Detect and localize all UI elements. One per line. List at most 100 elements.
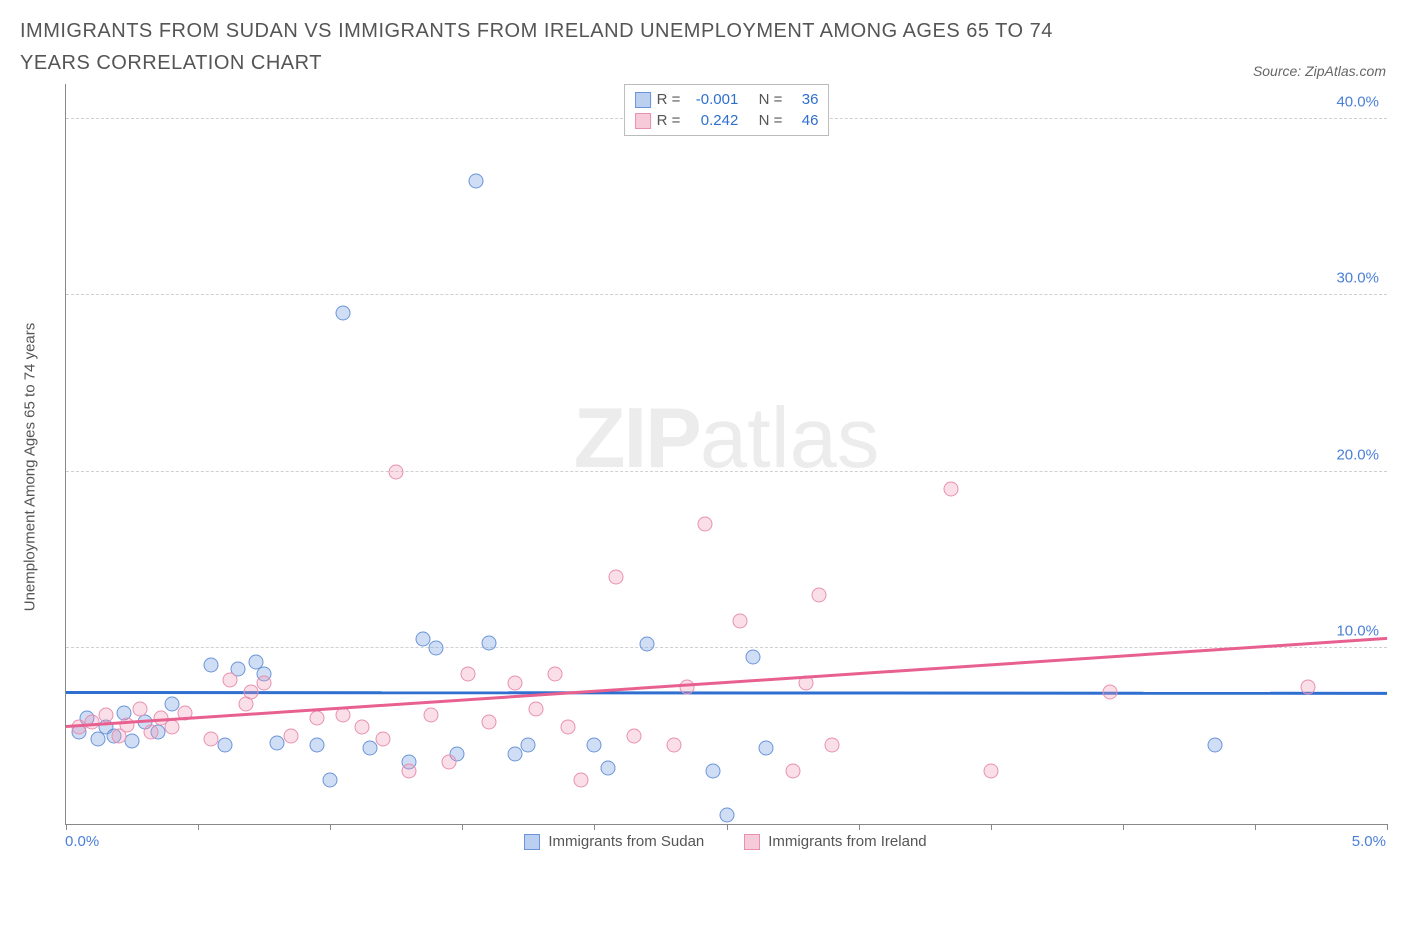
gridline <box>66 294 1387 295</box>
gridline <box>66 647 1387 648</box>
x-tick-mark <box>198 824 199 830</box>
legend-swatch <box>635 113 651 129</box>
x-tick-mark <box>859 824 860 830</box>
data-point <box>825 737 840 752</box>
data-point <box>627 728 642 743</box>
data-point <box>217 737 232 752</box>
data-point <box>336 707 351 722</box>
data-point <box>698 517 713 532</box>
data-point <box>508 676 523 691</box>
x-tick-mark <box>1255 824 1256 830</box>
y-tick-label: 10.0% <box>1336 622 1379 639</box>
data-point <box>389 464 404 479</box>
series-name: Immigrants from Sudan <box>548 833 704 850</box>
chart-container: Unemployment Among Ages 65 to 74 years Z… <box>20 84 1386 850</box>
data-point <box>560 720 575 735</box>
data-point <box>679 679 694 694</box>
data-point <box>983 764 998 779</box>
data-point <box>719 808 734 823</box>
data-point <box>243 684 258 699</box>
data-point <box>323 772 338 787</box>
n-value: 46 <box>788 110 818 131</box>
data-point <box>428 640 443 655</box>
data-point <box>608 570 623 585</box>
series-name: Immigrants from Ireland <box>768 833 926 850</box>
legend-stat-row: R =-0.001 N =36 <box>635 89 819 110</box>
data-point <box>460 667 475 682</box>
data-point <box>481 714 496 729</box>
y-tick-label: 40.0% <box>1336 94 1379 111</box>
data-point <box>336 306 351 321</box>
watermark: ZIPatlas <box>574 390 880 488</box>
data-point <box>529 702 544 717</box>
trend-line <box>66 691 1387 694</box>
chart-title: IMMIGRANTS FROM SUDAN VS IMMIGRANTS FROM… <box>20 15 1120 79</box>
x-tick-mark <box>1387 824 1388 830</box>
x-axis-max-label: 5.0% <box>1352 833 1386 850</box>
series-legend: Immigrants from Sudan Immigrants from Ire… <box>524 833 926 850</box>
data-point <box>204 732 219 747</box>
r-value: -0.001 <box>686 89 738 110</box>
data-point <box>785 764 800 779</box>
x-tick-mark <box>594 824 595 830</box>
data-point <box>944 482 959 497</box>
data-point <box>376 732 391 747</box>
r-label: R = <box>657 89 681 110</box>
data-point <box>600 760 615 775</box>
x-axis-min-label: 0.0% <box>65 833 99 850</box>
y-axis-label: Unemployment Among Ages 65 to 74 years <box>22 323 39 612</box>
data-point <box>745 649 760 664</box>
data-point <box>468 173 483 188</box>
y-tick-label: 30.0% <box>1336 270 1379 287</box>
scatter-plot: ZIPatlas R =-0.001 N =36R =0.242 N =46 1… <box>65 84 1387 825</box>
data-point <box>164 720 179 735</box>
n-label: N = <box>759 110 783 131</box>
data-point <box>574 772 589 787</box>
data-point <box>125 734 140 749</box>
data-point <box>1300 679 1315 694</box>
x-tick-mark <box>727 824 728 830</box>
data-point <box>706 764 721 779</box>
data-point <box>508 746 523 761</box>
data-point <box>1102 684 1117 699</box>
x-tick-mark <box>991 824 992 830</box>
data-point <box>354 720 369 735</box>
data-point <box>257 676 272 691</box>
data-point <box>811 587 826 602</box>
data-point <box>204 658 219 673</box>
data-point <box>309 711 324 726</box>
r-value: 0.242 <box>686 110 738 131</box>
data-point <box>402 764 417 779</box>
data-point <box>547 667 562 682</box>
x-tick-mark <box>462 824 463 830</box>
data-point <box>143 725 158 740</box>
source-attribution: Source: ZipAtlas.com <box>1253 63 1386 79</box>
n-label: N = <box>759 89 783 110</box>
legend-item: Immigrants from Sudan <box>524 833 704 850</box>
data-point <box>481 635 496 650</box>
data-point <box>98 707 113 722</box>
data-point <box>521 737 536 752</box>
r-label: R = <box>657 110 681 131</box>
legend-swatch <box>744 834 760 850</box>
data-point <box>732 614 747 629</box>
data-point <box>442 755 457 770</box>
data-point <box>132 702 147 717</box>
data-point <box>587 737 602 752</box>
data-point <box>666 737 681 752</box>
n-value: 36 <box>788 89 818 110</box>
legend-stat-row: R =0.242 N =46 <box>635 110 819 131</box>
data-point <box>283 728 298 743</box>
x-tick-mark <box>66 824 67 830</box>
data-point <box>362 741 377 756</box>
data-point <box>640 637 655 652</box>
data-point <box>1208 737 1223 752</box>
y-tick-label: 20.0% <box>1336 446 1379 463</box>
legend-swatch <box>524 834 540 850</box>
legend-item: Immigrants from Ireland <box>744 833 926 850</box>
data-point <box>222 672 237 687</box>
x-tick-mark <box>1123 824 1124 830</box>
correlation-legend: R =-0.001 N =36R =0.242 N =46 <box>624 84 830 136</box>
data-point <box>759 741 774 756</box>
gridline <box>66 471 1387 472</box>
